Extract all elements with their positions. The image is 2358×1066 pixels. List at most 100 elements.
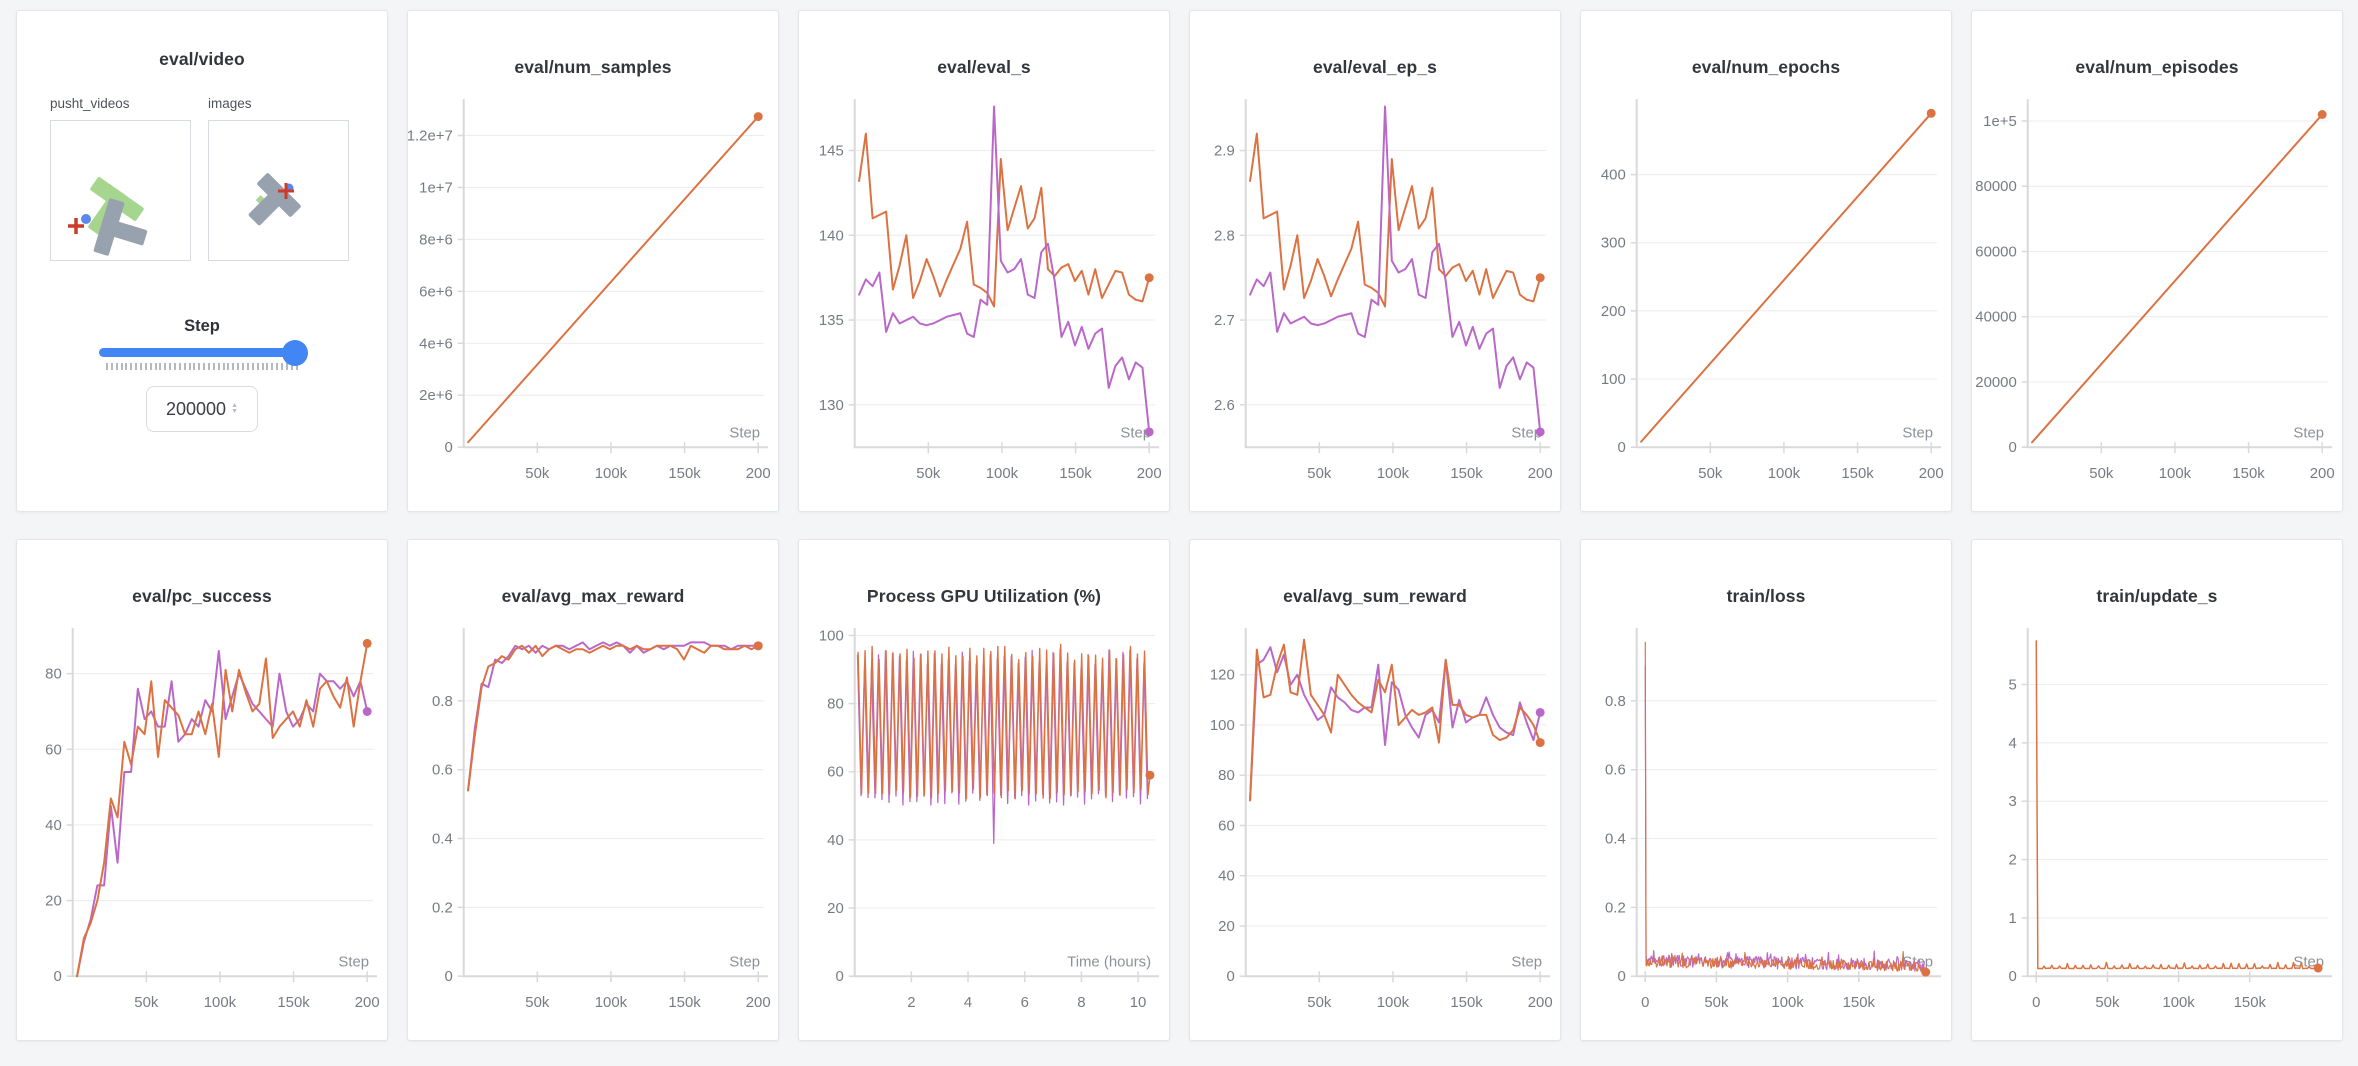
svg-text:100k: 100k xyxy=(2159,466,2192,482)
svg-text:100k: 100k xyxy=(986,466,1019,482)
panel-title: eval/video xyxy=(159,49,245,69)
svg-text:0.2: 0.2 xyxy=(1605,900,1626,916)
svg-text:20000: 20000 xyxy=(1975,375,2016,391)
svg-text:Step: Step xyxy=(1120,425,1151,441)
chart-canvas[interactable]: 0 20 40 60 80 100 120 50k 100k 150k 200 Step xyxy=(1190,625,1560,1033)
svg-text:Step: Step xyxy=(338,954,369,970)
svg-text:60: 60 xyxy=(1218,818,1235,834)
step-value: 200000 xyxy=(165,398,227,419)
svg-text:200: 200 xyxy=(1137,466,1162,482)
svg-text:5: 5 xyxy=(2008,678,2016,694)
svg-text:200: 200 xyxy=(1601,304,1626,320)
svg-text:2e+6: 2e+6 xyxy=(419,388,453,404)
svg-text:100k: 100k xyxy=(204,995,237,1011)
svg-text:Step: Step xyxy=(729,425,760,441)
svg-text:50k: 50k xyxy=(1698,466,1723,482)
chart-canvas[interactable]: 2.6 2.7 2.8 2.9 50k 100k 150k 200 Step xyxy=(1190,96,1560,504)
svg-text:60: 60 xyxy=(827,765,844,781)
svg-text:Step: Step xyxy=(729,954,760,970)
panel-eval-avg-max-reward[interactable]: eval/avg_max_reward 0 0.2 0.4 0.6 0.8 50k 100k… xyxy=(407,539,779,1041)
panel-eval-video[interactable]: eval/video pusht_videos xyxy=(16,10,388,512)
media-item-pusht-videos: pusht_videos xyxy=(50,96,191,261)
svg-text:20: 20 xyxy=(827,901,844,917)
panel-eval-num-samples[interactable]: eval/num_samples 0 2e+6 4e+6 6e+6 8e+6 1e+7 1.… xyxy=(407,10,779,512)
svg-text:0: 0 xyxy=(1617,440,1625,456)
svg-text:200: 200 xyxy=(1528,466,1553,482)
svg-text:4: 4 xyxy=(964,995,972,1011)
svg-text:200: 200 xyxy=(1528,995,1553,1011)
svg-text:200: 200 xyxy=(355,995,380,1011)
svg-text:300: 300 xyxy=(1601,236,1626,252)
chart-title: eval/avg_sum_reward xyxy=(1283,586,1467,606)
chart-title: train/update_s xyxy=(2096,586,2218,606)
svg-text:40000: 40000 xyxy=(1975,310,2016,326)
images-thumbnail[interactable] xyxy=(208,120,349,261)
svg-text:3: 3 xyxy=(2008,794,2016,810)
svg-text:40: 40 xyxy=(827,833,844,849)
chart-canvas[interactable]: 0 20000 40000 60000 80000 1e+5 50k 100k 150k 200 S… xyxy=(1972,96,2342,504)
svg-text:120: 120 xyxy=(1210,668,1235,684)
svg-text:40: 40 xyxy=(45,818,62,834)
svg-text:200: 200 xyxy=(1919,466,1944,482)
chart-canvas[interactable]: 0 1 2 3 4 5 0 50k 100k 150k Step xyxy=(1972,625,2342,1033)
pusht-video-thumbnail[interactable] xyxy=(50,120,191,261)
panel-train-loss[interactable]: train/loss 0 0.2 0.4 0.6 0.8 0 50k 100k 150k Step xyxy=(1580,539,1952,1041)
slider-track[interactable] xyxy=(99,339,308,366)
svg-text:100k: 100k xyxy=(1377,995,1410,1011)
step-input[interactable]: 200000 ▲ ▼ xyxy=(146,386,258,432)
svg-text:60: 60 xyxy=(45,742,62,758)
panel-eval-avg-sum-reward[interactable]: eval/avg_sum_reward 0 20 40 60 80 100 120 50k 10… xyxy=(1189,539,1561,1041)
svg-text:200: 200 xyxy=(746,995,771,1011)
panel-process-gpu-utilization[interactable]: Process GPU Utilization (%) 0 20 40 60 80 100… xyxy=(798,539,1170,1041)
svg-text:135: 135 xyxy=(819,313,844,329)
panel-eval-eval-s[interactable]: eval/eval_s 130 135 140 145 50k 100k 150k 200 St… xyxy=(798,10,1170,512)
panel-eval-num-epochs[interactable]: eval/num_epochs 0 100 200 300 400 50k 100k 150k… xyxy=(1580,10,1952,512)
svg-text:100k: 100k xyxy=(2162,995,2195,1011)
svg-text:80: 80 xyxy=(1218,768,1235,784)
chart-canvas[interactable]: 130 135 140 145 50k 100k 150k 200 Step xyxy=(799,96,1169,504)
svg-text:1.2e+7: 1.2e+7 xyxy=(408,129,453,145)
chart-canvas[interactable]: 0 20 40 60 80 100 2 4 6 8 10 Time (hours) xyxy=(799,625,1169,1033)
svg-text:400: 400 xyxy=(1601,168,1626,184)
svg-text:6: 6 xyxy=(1021,995,1029,1011)
chart-title: eval/num_samples xyxy=(514,57,672,77)
chart-canvas[interactable]: 0 0.2 0.4 0.6 0.8 50k 100k 150k 200 Step xyxy=(408,625,778,1033)
chart-canvas[interactable]: 0 0.2 0.4 0.6 0.8 0 50k 100k 150k Step xyxy=(1581,625,1951,1033)
svg-text:100k: 100k xyxy=(595,995,628,1011)
svg-text:50k: 50k xyxy=(2089,466,2114,482)
svg-text:80: 80 xyxy=(45,667,62,683)
svg-text:50k: 50k xyxy=(525,466,550,482)
svg-text:150k: 150k xyxy=(1059,466,1092,482)
svg-text:20: 20 xyxy=(1218,919,1235,935)
svg-text:Time (hours): Time (hours) xyxy=(1067,954,1151,970)
svg-text:2: 2 xyxy=(2008,853,2016,869)
panel-eval-pc-success[interactable]: eval/pc_success 0 20 40 60 80 50k 100k 150k 200 S… xyxy=(16,539,388,1041)
chart-title: eval/avg_max_reward xyxy=(501,586,685,606)
panel-train-update-s[interactable]: train/update_s 0 1 2 3 4 5 0 50k 100k 150k Step xyxy=(1971,539,2343,1041)
slider-thumb[interactable] xyxy=(282,339,308,366)
panel-eval-eval-ep-s[interactable]: eval/eval_ep_s 2.6 2.7 2.8 2.9 50k 100k 150k 20… xyxy=(1189,10,1561,512)
chart-canvas[interactable]: 0 20 40 60 80 50k 100k 150k 200 Step xyxy=(17,625,387,1033)
svg-text:100k: 100k xyxy=(595,466,628,482)
media-label: images xyxy=(208,96,252,111)
svg-text:2.6: 2.6 xyxy=(1214,398,1235,414)
svg-text:100: 100 xyxy=(1210,718,1235,734)
svg-text:Step: Step xyxy=(1511,425,1542,441)
svg-text:0: 0 xyxy=(444,969,452,985)
svg-text:20: 20 xyxy=(45,894,62,910)
svg-text:8e+6: 8e+6 xyxy=(419,232,453,248)
svg-text:150k: 150k xyxy=(277,995,310,1011)
chart-title: Process GPU Utilization (%) xyxy=(866,586,1102,606)
svg-text:2.7: 2.7 xyxy=(1214,313,1235,329)
stepper-arrows-icon[interactable]: ▲ ▼ xyxy=(231,402,238,415)
svg-text:0: 0 xyxy=(2032,995,2040,1011)
step-slider[interactable] xyxy=(99,339,308,370)
chart-canvas[interactable]: 0 100 200 300 400 50k 100k 150k 200 Step xyxy=(1581,96,1951,504)
svg-text:Step: Step xyxy=(1902,425,1933,441)
chart-canvas[interactable]: 0 2e+6 4e+6 6e+6 8e+6 1e+7 1.2e+7 50k 100k 150k 20… xyxy=(408,96,778,504)
panel-eval-num-episodes[interactable]: eval/num_episodes 0 20000 40000 60000 80000 1… xyxy=(1971,10,2343,512)
svg-text:50k: 50k xyxy=(134,995,159,1011)
svg-text:150k: 150k xyxy=(668,995,701,1011)
svg-text:4e+6: 4e+6 xyxy=(419,336,453,352)
